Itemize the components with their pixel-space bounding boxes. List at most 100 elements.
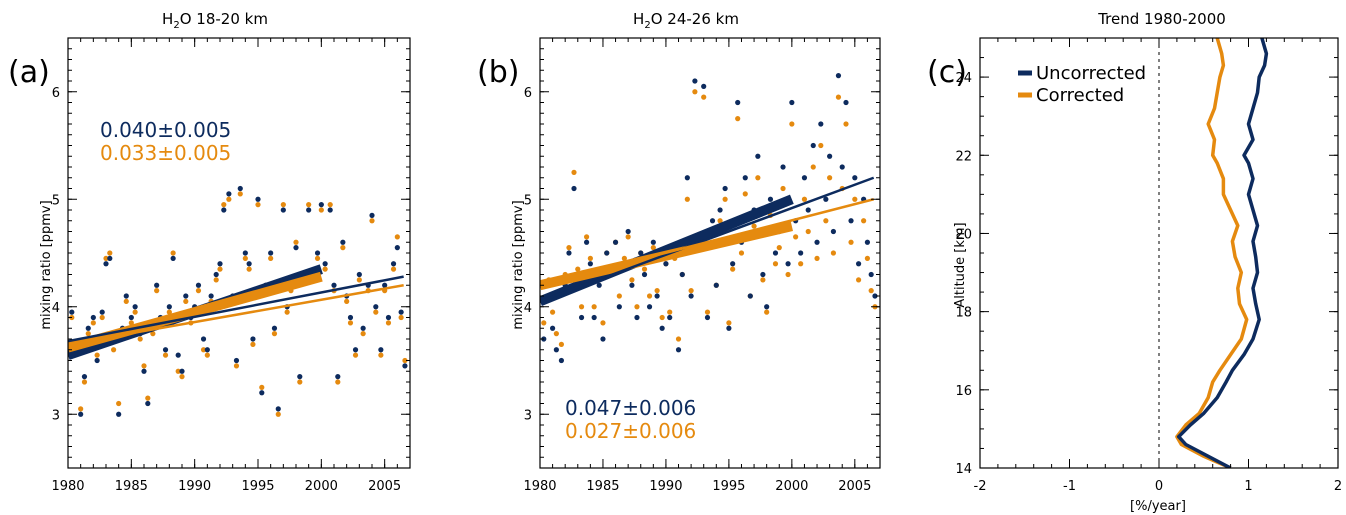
scatter-point-corrected xyxy=(175,368,181,374)
scatter-point-corrected xyxy=(306,202,312,208)
scatter-point-corrected xyxy=(195,288,202,294)
scatter-point-corrected xyxy=(166,309,172,315)
scatter-point-uncorrected xyxy=(735,99,741,106)
scatter-point-corrected xyxy=(785,271,791,278)
scatter-point-corrected xyxy=(805,228,811,235)
scatter-point-corrected xyxy=(654,288,660,294)
y-tick-label: 3 xyxy=(52,408,60,423)
scatter-point-corrected xyxy=(259,384,265,390)
scatter-point-uncorrected xyxy=(810,142,816,149)
scatter-point-uncorrected xyxy=(843,99,849,106)
scatter-point-corrected xyxy=(625,234,631,240)
x-tick-label: 1995 xyxy=(712,479,745,494)
plot-frame xyxy=(539,37,881,469)
scatter-point-uncorrected xyxy=(378,347,384,353)
panel-1-plot: 1980 1985 1990 1995 2000 2005 3 4 5 6 xyxy=(51,37,411,494)
scatter-point-uncorrected xyxy=(553,347,559,353)
scatter-point-uncorrected xyxy=(373,304,379,310)
scatter-point-uncorrected xyxy=(780,164,786,170)
scatter-point-corrected xyxy=(814,255,820,261)
scatter-point-uncorrected xyxy=(331,282,337,288)
scatter-point-uncorrected xyxy=(246,261,252,267)
x-tick-label: 2 xyxy=(1334,479,1342,494)
scatter-point-corrected xyxy=(385,320,392,326)
scatter-point-corrected xyxy=(704,309,711,315)
scatter-point-uncorrected xyxy=(128,314,134,321)
scatter-point-uncorrected xyxy=(801,175,808,181)
scatter-point-uncorrected xyxy=(145,400,151,407)
panel-b-label: (b) xyxy=(477,55,519,90)
scatter-point-corrected xyxy=(137,336,143,342)
plot-area xyxy=(540,73,878,364)
scatter-point-uncorrected xyxy=(166,304,172,310)
scatter-point-uncorrected xyxy=(81,374,88,380)
scatter-point-uncorrected xyxy=(848,218,854,224)
scatter-point-uncorrected xyxy=(638,250,644,256)
scatter-point-uncorrected xyxy=(604,250,610,256)
scatter-point-corrected xyxy=(344,298,350,304)
scatter-point-uncorrected xyxy=(123,293,129,299)
scatter-point-corrected xyxy=(760,277,766,283)
x-tick-label: -2 xyxy=(974,479,987,494)
y-tick-label: 6 xyxy=(52,86,60,101)
scatter-point-uncorrected xyxy=(340,239,346,245)
scatter-point-uncorrected xyxy=(293,245,299,251)
trend-line-corrected-thin xyxy=(68,284,404,346)
scatter-point-corrected xyxy=(848,239,854,245)
scatter-point-corrected xyxy=(293,239,299,245)
scatter-point-corrected xyxy=(864,255,871,261)
scatter-point-uncorrected xyxy=(208,293,214,299)
scatter-point-uncorrected xyxy=(864,239,871,245)
y-tick-label: 18 xyxy=(955,306,972,321)
scatter-point-uncorrected xyxy=(382,282,388,288)
scatter-point-uncorrected xyxy=(583,239,590,245)
scatter-point-corrected xyxy=(868,288,874,294)
scatter-point-uncorrected xyxy=(591,314,597,321)
scatter-point-uncorrected xyxy=(767,196,774,202)
scatter-point-uncorrected xyxy=(162,347,169,353)
scatter-point-uncorrected xyxy=(663,261,669,267)
scatter-point-uncorrected xyxy=(233,357,240,364)
scatter-point-uncorrected xyxy=(99,309,105,315)
scatter-point-uncorrected xyxy=(255,196,261,202)
scatter-point-corrected xyxy=(830,250,837,256)
scatter-point-corrected xyxy=(103,255,109,261)
scatter-point-corrected xyxy=(369,218,375,224)
scatter-point-uncorrected xyxy=(868,271,874,278)
scatter-point-corrected xyxy=(150,331,156,337)
scatter-point-uncorrected xyxy=(747,293,753,299)
scatter-point-uncorrected xyxy=(625,228,631,235)
scatter-point-uncorrected xyxy=(692,78,698,84)
scatter-point-uncorrected xyxy=(772,250,779,256)
panel-b-annotation-uncorrected: 0.047±0.006 xyxy=(565,396,696,420)
scatter-point-uncorrected xyxy=(200,336,207,342)
scatter-point-uncorrected xyxy=(170,255,176,261)
scatter-point-corrected xyxy=(242,255,248,261)
scatter-point-corrected xyxy=(798,261,804,267)
scatter-point-uncorrected xyxy=(823,196,829,202)
scatter-point-uncorrected xyxy=(722,185,728,192)
scatter-point-corrected xyxy=(688,288,694,294)
panel-b-title: H2O 24-26 km xyxy=(633,10,739,31)
scatter-point-corrected xyxy=(356,277,362,283)
x-tick-label: 1985 xyxy=(115,479,148,494)
scatter-point-uncorrected xyxy=(818,121,824,127)
scatter-point-uncorrected xyxy=(94,357,100,364)
scatter-point-uncorrected xyxy=(549,325,556,331)
panel-a-title: H2O 18-20 km xyxy=(162,10,268,31)
y-tick-label: 20 xyxy=(955,227,972,242)
scatter-point-corrected xyxy=(250,341,256,347)
scatter-point-uncorrected xyxy=(578,314,585,321)
scatter-point-corrected xyxy=(85,331,91,337)
scatter-point-uncorrected xyxy=(675,347,682,353)
scatter-point-uncorrected xyxy=(684,175,690,181)
scatter-point-corrected xyxy=(587,255,593,261)
scatter-point-corrected xyxy=(373,309,379,315)
plot-frame xyxy=(67,37,411,469)
scatter-point-uncorrected xyxy=(726,325,732,331)
scatter-point-uncorrected xyxy=(183,293,189,299)
scatter-point-corrected xyxy=(170,250,176,256)
scatter-point-uncorrected xyxy=(398,309,404,315)
panel-b-ylabel: mixing ratio [ppmv] xyxy=(511,200,526,329)
